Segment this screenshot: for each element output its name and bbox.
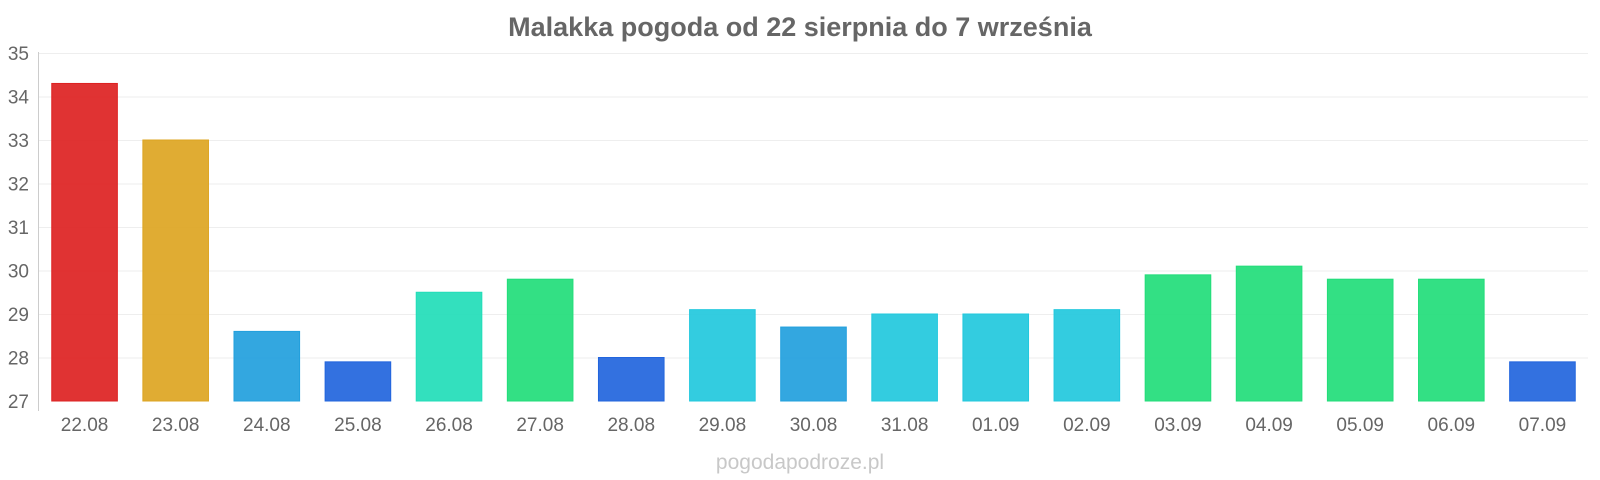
bars — [51, 82, 1576, 402]
bar-30.08 — [780, 326, 847, 402]
y-tick-label: 30 — [8, 262, 29, 283]
x-tick-label: 05.09 — [1336, 415, 1384, 436]
y-tick-label: 34 — [8, 88, 30, 109]
y-tick-label: 29 — [8, 305, 29, 326]
bar-24.08 — [233, 330, 301, 402]
x-tick-label: 29.08 — [699, 415, 747, 436]
x-tick-label: 23.08 — [152, 415, 200, 436]
y-tick-label: 31 — [8, 218, 29, 239]
bar-27.08 — [506, 278, 574, 402]
x-tick-label: 04.09 — [1245, 415, 1293, 436]
bar-01.09 — [962, 313, 1030, 402]
bar-23.08 — [142, 139, 209, 402]
x-tick-labels: 22.08 23.08 24.08 25.08 26.08 27.08 28.08 29.08… — [61, 415, 1566, 436]
bar-03.09 — [1144, 274, 1212, 402]
bar-06.09 — [1418, 278, 1485, 402]
watermark: pogodapodroze.pl — [716, 451, 884, 474]
bar-05.09 — [1326, 278, 1394, 402]
x-tick-label: 02.09 — [1063, 415, 1111, 436]
x-tick-label: 24.08 — [243, 415, 291, 436]
bar-25.08 — [324, 361, 392, 402]
y-tick-label: 27 — [8, 392, 29, 413]
gridlines — [39, 53, 1588, 359]
y-tick-label: 32 — [8, 175, 29, 196]
bar-07.09 — [1509, 361, 1576, 402]
y-tick-labels: 27 28 29 30 31 32 33 34 35 — [8, 44, 30, 413]
x-tick-label: 27.08 — [516, 415, 564, 436]
bar-02.09 — [1053, 309, 1121, 402]
x-tick-label: 03.09 — [1154, 415, 1202, 436]
bar-26.08 — [415, 291, 483, 402]
y-tick-label: 35 — [8, 44, 29, 65]
x-tick-label: 28.08 — [607, 415, 655, 436]
y-tick-label: 28 — [8, 349, 29, 370]
chart-title: Malakka pogoda od 22 sierpnia do 7 wrześ… — [508, 12, 1093, 42]
bar-04.09 — [1235, 265, 1303, 402]
y-tick-label: 33 — [8, 131, 29, 152]
x-tick-label: 31.08 — [881, 415, 929, 436]
x-tick-label: 25.08 — [334, 415, 382, 436]
x-tick-label: 26.08 — [425, 415, 473, 436]
x-tick-label: 22.08 — [61, 415, 109, 436]
x-tick-label: 30.08 — [790, 415, 838, 436]
bar-29.08 — [689, 309, 756, 402]
bar-28.08 — [597, 357, 665, 402]
x-tick-label: 07.09 — [1519, 415, 1567, 436]
bar-31.08 — [871, 313, 938, 402]
x-tick-label: 01.09 — [972, 415, 1020, 436]
x-tick-label: 06.09 — [1428, 415, 1476, 436]
bar-22.08 — [51, 82, 118, 402]
